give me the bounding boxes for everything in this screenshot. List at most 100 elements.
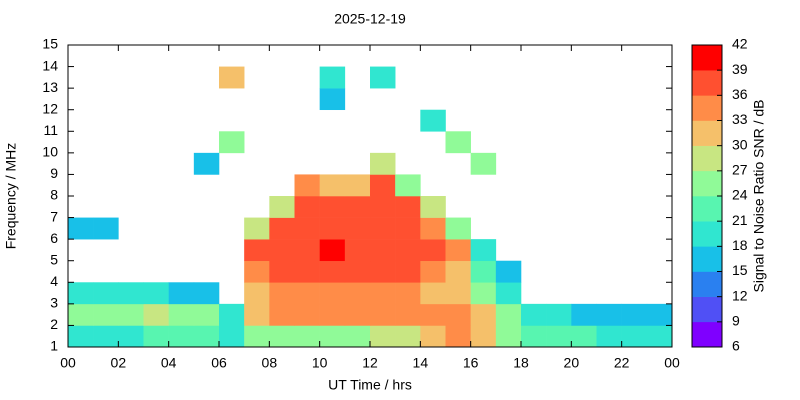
colorbar-segment: [692, 271, 722, 297]
heat-cell: [244, 303, 270, 326]
heat-cell: [445, 325, 471, 348]
colorbar-segment: [692, 70, 722, 96]
heat-cell: [395, 282, 421, 305]
x-tick-label: 20: [564, 355, 580, 371]
y-tick-label: 6: [50, 230, 58, 246]
x-tick-label: 00: [60, 355, 76, 371]
colorbar-segment: [692, 170, 722, 197]
colorbar-tick-label: 42: [732, 36, 748, 52]
heat-cell: [269, 260, 295, 283]
heat-cell: [420, 217, 446, 240]
x-tick-label: 16: [463, 355, 479, 371]
heat-cell: [395, 196, 421, 218]
heat-cell: [420, 282, 446, 305]
heat-cell: [395, 303, 421, 326]
x-tick-label: 12: [362, 355, 378, 371]
heat-cell: [521, 303, 547, 326]
heat-cell: [370, 239, 396, 262]
heat-cell: [395, 239, 421, 262]
heat-cell: [93, 303, 119, 326]
y-tick-label: 1: [50, 338, 58, 354]
heat-cell: [470, 282, 497, 305]
y-tick-label: 10: [42, 144, 58, 160]
heat-cell: [319, 217, 346, 240]
y-tick-label: 9: [50, 165, 58, 181]
x-tick-label: 02: [111, 355, 127, 371]
heat-cell: [445, 282, 471, 305]
heat-cell: [294, 325, 320, 348]
colorbar-tick-label: 21: [732, 212, 748, 228]
heat-cell: [319, 196, 346, 218]
colorbar-tick-label: 6: [732, 338, 740, 354]
heat-cell: [269, 325, 295, 348]
heat-cell: [93, 282, 119, 305]
heat-cell: [470, 152, 497, 175]
heat-cell: [219, 66, 245, 89]
heat-cell: [344, 196, 371, 218]
colorbar-tick-label: 9: [732, 313, 740, 329]
y-tick-label: 2: [50, 316, 58, 332]
colorbar-tick-label: 39: [732, 61, 748, 77]
heat-cell: [93, 217, 119, 240]
heat-cell: [621, 325, 648, 348]
y-tick-label: 12: [42, 100, 58, 116]
heat-cell: [445, 260, 471, 283]
heat-cell: [420, 325, 446, 348]
heat-cell: [143, 325, 169, 348]
colorbar-segment: [692, 296, 722, 323]
heat-cell: [495, 260, 522, 283]
heat-cell: [420, 109, 446, 132]
heat-cell: [319, 282, 346, 305]
heat-cell: [395, 217, 421, 240]
heat-cell: [344, 217, 371, 240]
heat-cell: [68, 325, 94, 348]
heat-cell: [168, 282, 195, 305]
y-axis-label: Frequency / MHz: [3, 143, 19, 250]
heat-cell: [269, 282, 295, 305]
heat-cell: [571, 325, 597, 348]
heat-cell: [193, 325, 220, 348]
heat-cell: [621, 303, 648, 326]
heat-cell: [445, 303, 471, 326]
colorbar-segment: [692, 45, 722, 71]
heat-cell: [193, 282, 220, 305]
heat-cell: [319, 260, 346, 283]
heat-cell: [420, 196, 446, 218]
chart-title: 2025-12-19: [334, 11, 406, 27]
heat-cell: [370, 303, 396, 326]
heat-cell: [370, 66, 396, 89]
x-tick-label: 14: [413, 355, 429, 371]
heat-cell: [118, 325, 144, 348]
y-tick-label: 8: [50, 187, 58, 203]
heat-cell: [219, 131, 245, 154]
heat-cell: [294, 196, 320, 218]
heat-cell: [420, 303, 446, 326]
heat-cell: [244, 325, 270, 348]
heat-cell: [294, 174, 320, 197]
y-tick-label: 13: [42, 79, 58, 95]
heat-cell: [118, 303, 144, 326]
heat-cell: [294, 217, 320, 240]
heat-cell: [344, 260, 371, 283]
colorbar-segment: [692, 145, 722, 172]
heat-cell: [470, 260, 497, 283]
colorbar-label: Signal to Noise Ratio SNR / dB: [751, 100, 767, 293]
heat-cell: [244, 282, 270, 305]
heat-cell: [420, 239, 446, 262]
heat-cell: [370, 196, 396, 218]
heat-cell: [370, 217, 396, 240]
colorbar-tick-label: 12: [732, 287, 748, 303]
heat-cell: [646, 325, 673, 348]
heat-cell: [445, 131, 471, 154]
x-tick-label: 04: [161, 355, 177, 371]
heat-cell: [370, 260, 396, 283]
heat-cell: [269, 303, 295, 326]
heat-cell: [370, 282, 396, 305]
heat-cell: [395, 325, 421, 348]
heat-cell: [370, 174, 396, 197]
heat-cell: [344, 325, 371, 348]
heat-cell: [319, 303, 346, 326]
heat-cell: [244, 260, 270, 283]
heat-cell: [319, 66, 346, 89]
heat-cell: [495, 325, 522, 348]
